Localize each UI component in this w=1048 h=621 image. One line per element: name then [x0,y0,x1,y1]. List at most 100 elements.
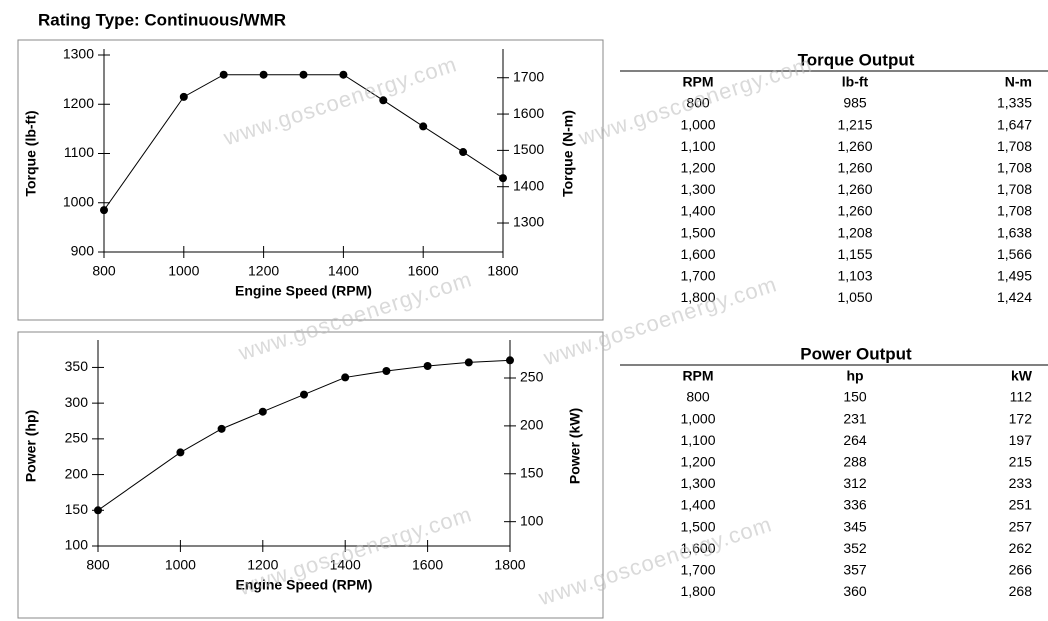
table-cell: 312 [843,475,867,491]
data-point [341,373,350,382]
table-cell: 1,400 [680,497,715,513]
table-title: Power Output [800,344,912,363]
data-point [217,424,226,433]
table-cell: 1,647 [997,116,1032,132]
table-cell: 1,400 [680,203,715,219]
table-cell: 233 [1009,475,1033,491]
table-cell: 1,000 [680,116,715,132]
data-point [379,96,388,105]
data-point [423,362,432,370]
table-cell: 1,260 [837,160,872,176]
table-header: kW [1011,368,1033,384]
y2-tick-label: 1500 [513,141,544,157]
table-title: Torque Output [798,50,915,69]
data-point [100,206,108,215]
table-cell: 251 [1009,497,1033,513]
table-cell: 1,200 [680,454,715,470]
watermark: www.goscoenergy.com [220,51,460,150]
table-cell: 1,000 [680,410,715,426]
table-cell: 1,300 [680,181,715,197]
y2-axis-label: Torque (N-m) [560,110,576,197]
data-point [94,506,102,515]
page-title: Rating Type: Continuous/WMR [38,10,286,29]
y2-tick-label: 250 [520,369,544,385]
table-cell: 345 [843,518,867,534]
x-axis-label: Engine Speed (RPM) [236,577,373,593]
table-cell: 1,708 [997,138,1032,154]
y-tick-label: 200 [65,465,89,481]
y2-tick-label: 150 [520,464,544,480]
x-tick-label: 800 [86,557,110,573]
data-point [299,70,308,79]
table-cell: 150 [843,389,867,405]
table-cell: 1,300 [680,475,715,491]
x-tick-label: 1000 [165,557,196,573]
x-tick-label: 800 [92,263,116,279]
table-cell: 1,800 [680,583,715,599]
table-cell: 1,500 [680,518,715,534]
x-axis-label: Engine Speed (RPM) [235,283,372,299]
y2-tick-label: 100 [520,512,544,528]
data-point [300,390,308,399]
x-tick-label: 1000 [168,263,199,279]
watermark: www.goscoenergy.com [535,511,775,610]
chart-frame [17,39,604,321]
table-header: lb-ft [842,74,869,90]
table-cell: 1,700 [680,562,715,578]
table-cell: 112 [1010,389,1033,405]
table-cell: 1,155 [837,246,872,262]
y-tick-label: 350 [65,358,89,374]
table-cell: 266 [1009,562,1033,578]
table-cell: 268 [1009,583,1033,599]
table-cell: 1,215 [837,116,872,132]
data-line [97,359,511,511]
table-cell: 1,600 [680,246,715,262]
table-cell: 1,200 [680,160,715,176]
y-tick-label: 150 [65,501,89,517]
table-cell: 172 [1009,410,1033,426]
y2-tick-label: 1700 [513,68,544,84]
watermark: www.goscoenergy.com [235,266,475,365]
table-cell: 352 [843,540,867,556]
y-tick-label: 1100 [64,144,94,160]
table-cell: 1,100 [680,138,715,154]
data-point [259,70,268,79]
table-cell: 1,708 [997,160,1032,176]
table-cell: 1,100 [680,432,715,448]
y-tick-label: 900 [71,243,95,259]
table-cell: 231 [843,410,867,426]
watermark: www.goscoenergy.com [540,271,780,370]
chart-frame [17,331,604,619]
data-point [176,448,185,457]
table-cell: 800 [686,389,710,405]
y2-tick-label: 1400 [513,177,544,193]
x-tick-label: 1400 [330,557,361,573]
table-cell: 1,700 [680,268,715,284]
table-cell: 357 [843,562,867,578]
table-cell: 1,208 [837,224,872,240]
table-cell: 1,335 [997,95,1032,111]
table-cell: 262 [1009,540,1033,556]
y-tick-label: 1200 [63,95,94,111]
table-cell: 1,500 [680,224,715,240]
table-cell: 800 [686,95,710,111]
y-tick-label: 250 [65,430,89,446]
data-point [499,174,507,183]
table-cell: 197 [1009,432,1033,448]
y-axis-label: Power (hp) [23,410,39,482]
table-cell: 257 [1009,518,1033,534]
table-cell: 215 [1009,454,1033,470]
y2-tick-label: 1600 [513,105,544,121]
table-cell: 1,260 [837,181,872,197]
table-cell: 1,103 [837,268,872,284]
x-tick-label: 1600 [408,263,439,279]
x-tick-label: 1400 [328,263,359,279]
data-line [103,74,504,211]
x-tick-label: 1200 [247,557,278,573]
table-cell: 1,260 [837,138,872,154]
table-cell: 1,050 [837,289,872,305]
data-point [258,407,267,416]
table-cell: 336 [843,497,867,513]
y2-tick-label: 1300 [513,214,544,230]
